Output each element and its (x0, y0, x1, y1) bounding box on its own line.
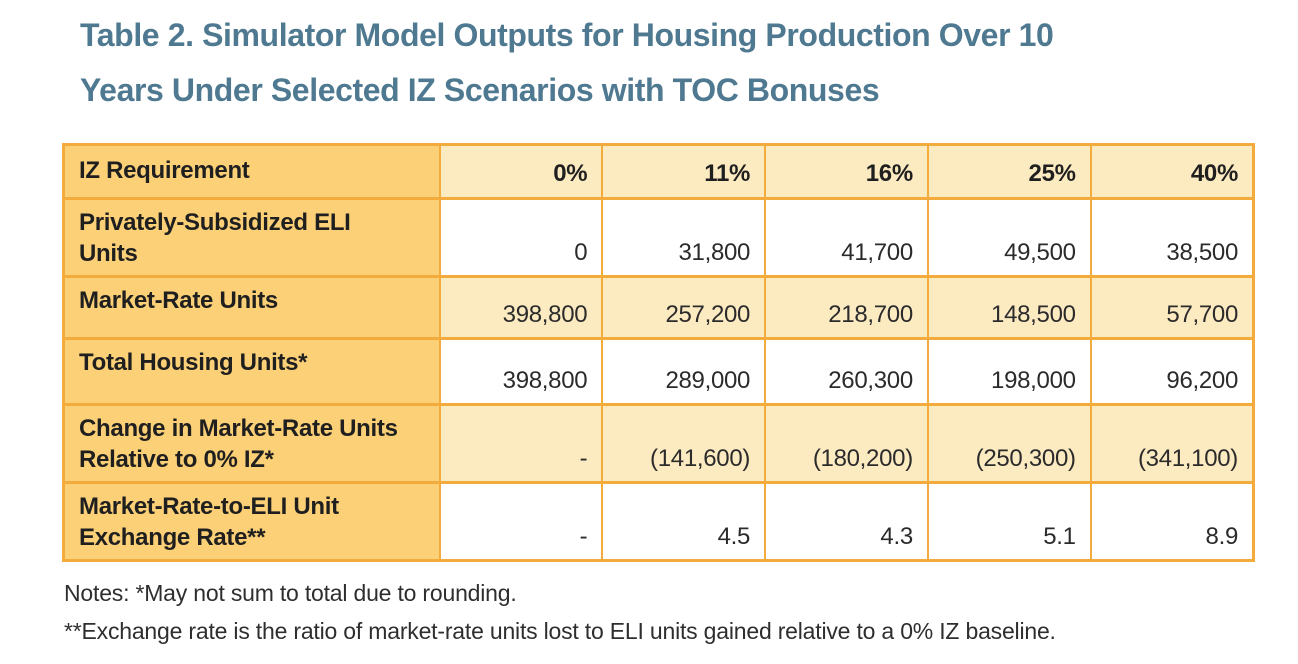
table-row-market-rate-to-eli-exchange-rate: Market-Rate-to-ELI Unit Exchange Rate** … (62, 481, 1255, 562)
value-cell: 260,300 (764, 337, 929, 406)
table-notes: Notes: *May not sum to total due to roun… (64, 580, 1056, 656)
value-cell: 31,800 (601, 197, 767, 278)
value-cell: - (438, 481, 604, 562)
table-title-line-2: Years Under Selected IZ Scenarios with T… (80, 72, 880, 108)
value-cell: 41,700 (764, 197, 929, 278)
table-title: Table 2. Simulator Model Outputs for Hou… (80, 8, 1054, 118)
table-row-total-housing-units: Total Housing Units* 398,800 289,000 260… (62, 337, 1255, 406)
row-label-text: Change in Market-Rate Units Relative to … (79, 415, 398, 473)
value-cell: (250,300) (926, 403, 1092, 484)
value-cell: (341,100) (1089, 403, 1255, 484)
value-cell: 398,800 (438, 337, 604, 406)
header-col-11pct: 11% (601, 143, 767, 200)
row-label: Privately-Subsidized ELI Units (62, 197, 441, 278)
value-cell: 198,000 (926, 337, 1092, 406)
value-cell: 57,700 (1089, 275, 1255, 340)
value-cell: - (438, 403, 604, 484)
header-col-40pct: 40% (1089, 143, 1255, 200)
table-header-row: IZ Requirement 0% 11% 16% 25% 40% (62, 143, 1255, 200)
value-cell: 49,500 (926, 197, 1092, 278)
table-title-line-1: Table 2. Simulator Model Outputs for Hou… (80, 17, 1054, 53)
value-cell: 398,800 (438, 275, 604, 340)
value-cell: 96,200 (1089, 337, 1255, 406)
value-cell: 38,500 (1089, 197, 1255, 278)
row-label: Market-Rate-to-ELI Unit Exchange Rate** (62, 481, 441, 562)
value-cell: 4.5 (601, 481, 767, 562)
header-col-16pct: 16% (764, 143, 929, 200)
row-label-text: Total Housing Units* (79, 349, 308, 376)
note-line-1: Notes: *May not sum to total due to roun… (64, 580, 517, 606)
value-cell: (180,200) (764, 403, 929, 484)
row-label: Change in Market-Rate Units Relative to … (62, 403, 441, 484)
value-cell: 5.1 (926, 481, 1092, 562)
header-label-iz-requirement: IZ Requirement (62, 143, 441, 200)
note-line-2: **Exchange rate is the ratio of market-r… (64, 618, 1056, 644)
header-col-0pct: 0% (438, 143, 604, 200)
value-cell: 148,500 (926, 275, 1092, 340)
value-cell: 218,700 (764, 275, 929, 340)
row-label-text: Market-Rate-to-ELI Unit Exchange Rate** (79, 493, 339, 551)
iz-simulator-output-table: IZ Requirement 0% 11% 16% 25% 40% Privat… (62, 143, 1255, 562)
row-label: Total Housing Units* (62, 337, 441, 406)
header-col-25pct: 25% (926, 143, 1092, 200)
row-label-text: Market-Rate Units (79, 287, 278, 314)
table-row-privately-subsidized-eli-units: Privately-Subsidized ELI Units 0 31,800 … (62, 197, 1255, 278)
row-label: Market-Rate Units (62, 275, 441, 340)
value-cell: 289,000 (601, 337, 767, 406)
value-cell: 257,200 (601, 275, 767, 340)
row-label-text: Privately-Subsidized ELI Units (79, 209, 351, 267)
value-cell: 0 (438, 197, 604, 278)
value-cell: (141,600) (601, 403, 767, 484)
table-row-change-in-market-rate-units: Change in Market-Rate Units Relative to … (62, 403, 1255, 484)
value-cell: 4.3 (764, 481, 929, 562)
value-cell: 8.9 (1089, 481, 1255, 562)
table-row-market-rate-units: Market-Rate Units 398,800 257,200 218,70… (62, 275, 1255, 340)
